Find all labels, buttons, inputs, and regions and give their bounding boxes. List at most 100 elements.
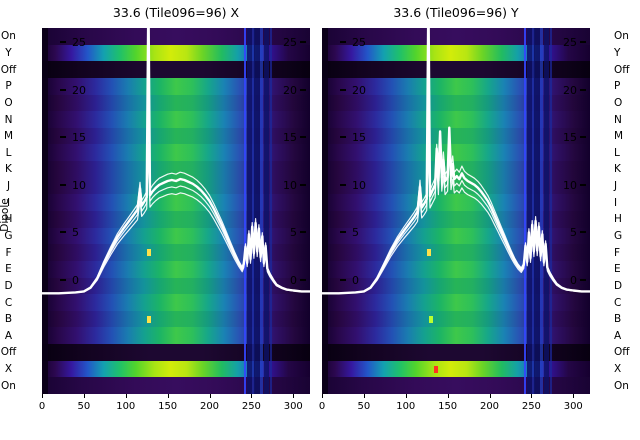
- x-tick-mark: [293, 394, 295, 398]
- dipole-row-label: On: [1, 379, 16, 392]
- y-tick-label: 20: [563, 83, 577, 97]
- y-tick-label: 0: [570, 274, 577, 287]
- heatmap-row: [322, 111, 590, 129]
- x-tick-label: 50: [77, 401, 91, 412]
- y-tick-label: 20: [352, 83, 366, 97]
- dipole-row-label: F: [5, 246, 12, 259]
- heatmap-row: [322, 61, 590, 79]
- artifact-stripe: [543, 28, 549, 394]
- dipole-row-label: P: [614, 80, 621, 93]
- dipole-row-label: M: [3, 130, 14, 143]
- heatmap-row: [322, 144, 590, 162]
- x-tick-mark: [531, 394, 533, 398]
- heatmap-row: [42, 294, 310, 312]
- x-tick-mark: [83, 394, 85, 398]
- dipole-row-label: On: [614, 379, 629, 392]
- y-tick-mark: [60, 41, 66, 43]
- y-tick-label: 5: [352, 226, 359, 240]
- y-tick-mark: [60, 88, 66, 91]
- dipole-row-label: On: [1, 30, 16, 43]
- x-tick-mark: [42, 394, 43, 398]
- heatmap-row: [42, 310, 310, 329]
- artifact-stripe: [42, 28, 49, 394]
- overlay-line-svg: [322, 28, 590, 295]
- dipole-row-label: E: [5, 263, 12, 276]
- artifact-mark: [147, 249, 152, 257]
- y-tick-label: 25: [72, 36, 86, 49]
- heatmap-row: [322, 28, 590, 46]
- heatmap-row: [322, 294, 590, 312]
- heatmap-row: [322, 211, 590, 229]
- dipole-row-label: I: [614, 196, 618, 209]
- dipole-row-label: A: [4, 329, 13, 342]
- dipole-row-label: G: [4, 229, 13, 242]
- dipole-row-label: J: [614, 180, 618, 193]
- y-tick-mark: [60, 183, 66, 186]
- y-tick-label: 10: [72, 178, 86, 192]
- heatmap-row: [322, 94, 590, 112]
- y-tick-mark: [300, 183, 306, 186]
- heatmap-row: [322, 44, 590, 62]
- artifact-stripe: [534, 28, 541, 394]
- y-tick-label: 15: [352, 131, 366, 145]
- heatmap-row: [42, 144, 310, 162]
- dipole-row-label: X: [4, 363, 13, 376]
- x-tick-mark: [125, 394, 127, 398]
- x-tick-label: 250: [521, 401, 541, 412]
- heatmap-row: [322, 277, 590, 295]
- x-tick-mark: [363, 394, 365, 398]
- x-tick-label: 300: [563, 401, 583, 412]
- y-tick-mark: [580, 279, 586, 281]
- overlay-trace: [322, 28, 590, 295]
- x-tick-mark: [322, 394, 323, 398]
- heatmap-row: [42, 227, 310, 245]
- dipole-row-label: A: [614, 329, 622, 342]
- artifact-mark: [428, 315, 433, 323]
- heatmap-row: [42, 161, 310, 179]
- y-tick-mark: [580, 231, 586, 234]
- artifact-mark: [433, 365, 438, 373]
- heatmap-row: [322, 310, 590, 329]
- heatmap-row: [42, 94, 310, 112]
- y-tick-mark: [340, 136, 346, 139]
- dipole-row-label: B: [614, 313, 622, 326]
- y-tick-label: 15: [563, 131, 577, 145]
- y-tick-mark: [340, 231, 346, 234]
- x-tick-label: 100: [396, 401, 416, 412]
- heatmap-row: [322, 327, 590, 345]
- heatmap-panel-y: 25 25 20 20 15 15 10 10 5 5 0 0: [322, 28, 590, 394]
- x-tick-label: 150: [158, 401, 178, 412]
- dipole-row-label: L: [614, 146, 620, 159]
- artifact-mark: [147, 315, 152, 323]
- x-tick-label: 100: [116, 401, 136, 412]
- dipole-row-label: K: [5, 163, 12, 176]
- y-tick-label: 10: [352, 178, 366, 192]
- heatmap-row: [322, 194, 590, 212]
- y-tick-mark: [300, 279, 306, 281]
- dipole-row-label: On: [614, 30, 629, 43]
- x-tick-label: 0: [38, 401, 46, 412]
- x-tick-mark: [167, 394, 169, 398]
- y-tick-mark: [340, 183, 346, 186]
- dipole-row-label: F: [614, 246, 621, 259]
- panel-title-x: 33.6 (Tile096=96) X: [112, 5, 240, 20]
- x-tick-mark: [405, 394, 407, 398]
- overlay-trace: [42, 28, 310, 295]
- y-tick-mark: [60, 231, 66, 234]
- dipole-row-label: Y: [5, 46, 12, 59]
- heatmap-row: [42, 377, 310, 394]
- dipole-row-label: Y: [614, 46, 621, 59]
- y-tick-mark: [340, 41, 346, 43]
- y-tick-mark: [300, 88, 306, 91]
- x-tick-label: 50: [357, 401, 371, 412]
- dipole-row-label: D: [4, 279, 13, 292]
- dipole-row-label: O: [4, 96, 13, 109]
- dipole-row-label: P: [5, 80, 12, 93]
- artifact-stripe: [322, 28, 329, 394]
- y-tick-label: 25: [283, 36, 297, 49]
- artifact-mark: [427, 249, 432, 257]
- y-tick-label: 25: [352, 36, 366, 49]
- dipole-row-label: J: [6, 180, 11, 193]
- dipole-row-label: D: [614, 279, 623, 292]
